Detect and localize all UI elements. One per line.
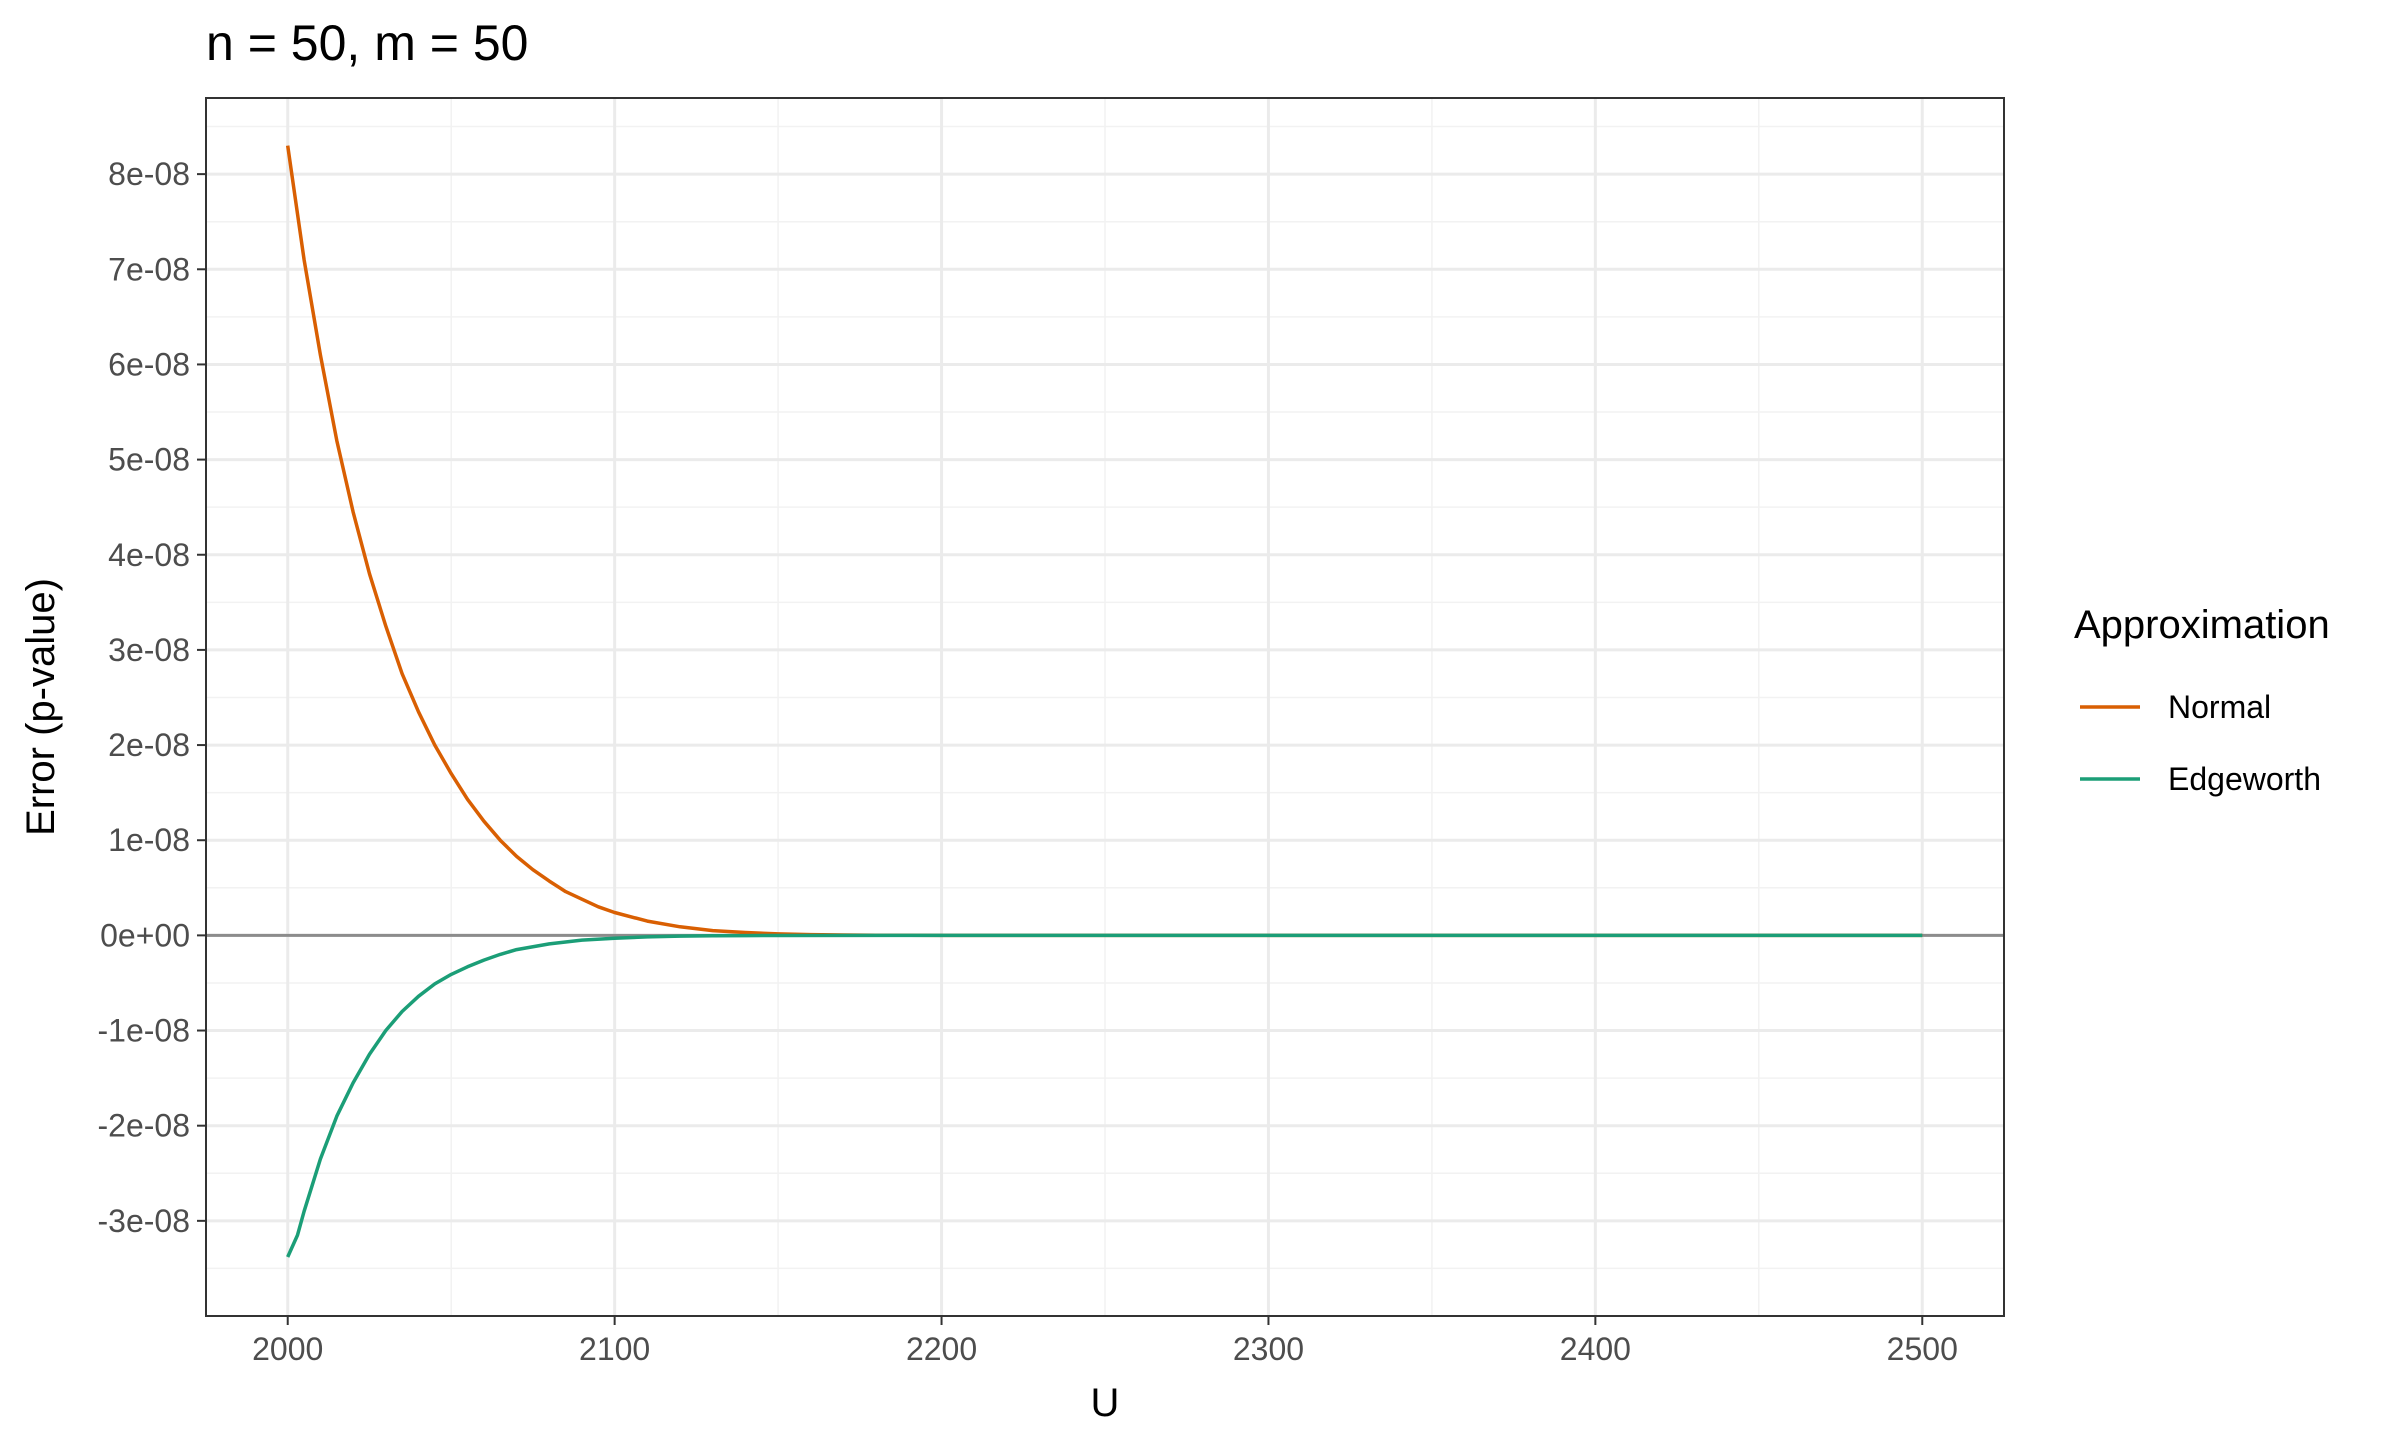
x-tick-label: 2300 [1233,1331,1304,1367]
y-tick-label: 0e+00 [100,917,190,953]
y-tick-label: 6e-08 [108,346,190,382]
y-tick-label: 3e-08 [108,632,190,668]
legend-title: Approximation [2074,603,2330,647]
y-tick-label: -3e-08 [98,1203,191,1239]
minor-gridlines [206,98,2004,1316]
legend-label-normal: Normal [2168,689,2271,725]
y-tick-label: 1e-08 [108,822,190,858]
y-tick-label: 7e-08 [108,251,190,287]
x-tick-label: 2100 [579,1331,650,1367]
series-layer [285,145,1923,1258]
x-tick-label: 2200 [906,1331,977,1367]
y-tick-label: -2e-08 [98,1108,191,1144]
y-axis-title: Error (p-value) [19,578,63,836]
legend-label-edgeworth: Edgeworth [2168,761,2321,797]
x-tick-label: 2400 [1560,1331,1631,1367]
x-axis-title: U [1091,1381,1120,1425]
y-tick-label: 8e-08 [108,156,190,192]
y-tick-label: 4e-08 [108,537,190,573]
y-tick-label: 2e-08 [108,727,190,763]
legend-entries: Normal Edgeworth [2080,689,2321,797]
chart-title: n = 50, m = 50 [206,15,528,71]
y-axis: -3e-08 -2e-08 -1e-08 0e+00 1e-08 2e-08 3e-08 4e… [98,156,206,1239]
plot-panel-border [205,97,2005,1317]
x-axis: 2000 2100 2200 2300 2400 2500 [252,1316,1958,1367]
y-tick-label: -1e-08 [98,1013,191,1049]
legend: Approximation Normal Edgeworth [2074,603,2330,797]
series-line-edgeworth [286,933,1923,1258]
x-tick-label: 2500 [1887,1331,1958,1367]
x-tick-label: 2000 [252,1331,323,1367]
y-tick-label: 5e-08 [108,442,190,478]
